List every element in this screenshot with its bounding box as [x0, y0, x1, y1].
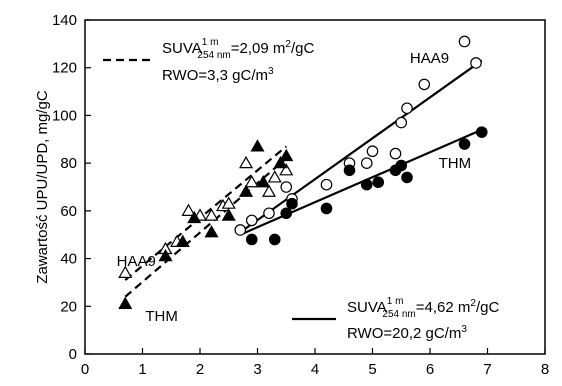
y-tick-label: 100 [52, 107, 77, 124]
x-tick-label: 3 [253, 361, 261, 378]
trend-line [124, 145, 287, 281]
data-point [418, 78, 431, 91]
y-axis-ticks: 0 20 40 60 80 100 120 140 [52, 12, 91, 363]
data-point [320, 178, 333, 191]
data-point [245, 233, 258, 246]
x-tick-label: 1 [138, 361, 146, 378]
x-axis-ticks: 0 1 2 3 4 5 6 7 8 [81, 348, 549, 378]
series-labels: HAA9 THM HAA9 THM [117, 50, 472, 325]
data-point [343, 164, 356, 177]
y-tick-label: 140 [52, 12, 77, 29]
lbl-thm-right: THM [439, 155, 472, 172]
data-point [279, 163, 294, 176]
data-point [360, 157, 373, 169]
data-point [187, 210, 202, 224]
lbl-thm-left: THM [145, 308, 178, 325]
data-point [256, 175, 271, 188]
data-point [475, 126, 488, 138]
data-point [261, 184, 277, 197]
data-point [221, 208, 236, 221]
x-tick-label: 4 [311, 361, 319, 378]
data-point [389, 147, 402, 160]
lbl-haa9-left: HAA9 [117, 253, 156, 270]
legend-dashed: SUVA1 m 254 nm=2,09 m2/gC RWO=3,3 gC/m3 [103, 37, 314, 84]
data-point [401, 102, 413, 115]
trend-lines [124, 59, 483, 298]
legend-dashed-rwo: RWO=3,3 gC/m3 [162, 66, 274, 84]
data-point [204, 225, 219, 238]
data-point [245, 214, 258, 227]
data-point [372, 176, 385, 189]
x-tick-label: 2 [196, 361, 204, 378]
legend-solid-suva: SUVA1 m 254 nm=4,62 m2/gC [347, 296, 499, 320]
trend-line [239, 59, 483, 234]
data-point [366, 145, 379, 158]
data-point [238, 184, 254, 197]
data-point [234, 224, 247, 236]
lbl-haa9-right: HAA9 [410, 50, 449, 67]
data-point [401, 171, 413, 184]
y-tick-label: 40 [60, 251, 77, 268]
data-point [250, 139, 265, 152]
data-point [244, 175, 259, 188]
data-point [268, 233, 281, 246]
legend-solid: SUVA1 m 254 nm=4,62 m2/gC RWO=20,2 gC/m3 [292, 296, 499, 342]
y-axis-label: Zawartość UPU/UPD, mg/gC [34, 90, 51, 284]
legend-solid-rwo: RWO=20,2 gC/m3 [347, 324, 467, 342]
data-point [273, 155, 288, 169]
data-point [118, 265, 133, 278]
y-tick-label: 120 [52, 60, 77, 77]
y-tick-label: 80 [60, 155, 77, 172]
data-point [221, 196, 236, 209]
x-tick-label: 0 [81, 361, 89, 378]
data-point [118, 296, 133, 309]
data-point [395, 159, 408, 172]
x-tick-label: 6 [426, 361, 434, 378]
data-point [279, 148, 294, 162]
y-tick-label: 0 [69, 346, 77, 363]
data-point [458, 35, 471, 48]
data-point [470, 57, 482, 69]
x-tick-label: 7 [483, 361, 491, 378]
x-tick-label: 8 [541, 361, 549, 378]
legend-dashed-suva: SUVA1 m 254 nm=2,09 m2/gC [162, 37, 314, 61]
y-tick-label: 20 [60, 298, 77, 315]
data-point [280, 207, 293, 220]
data-point [238, 155, 254, 169]
data-point [158, 248, 173, 262]
data-point [320, 202, 333, 215]
data-point [263, 207, 275, 220]
data-point [181, 203, 196, 216]
data-point [286, 197, 298, 210]
data-point [360, 178, 373, 191]
data-point [267, 170, 282, 183]
data-points [118, 35, 488, 309]
data-point [395, 116, 408, 129]
x-tick-label: 5 [368, 361, 376, 378]
y-tick-label: 60 [60, 203, 77, 220]
data-point [175, 234, 190, 247]
trend-line [124, 157, 287, 298]
data-point [204, 208, 219, 221]
trend-line [239, 128, 483, 236]
data-point [458, 138, 471, 150]
data-point [280, 181, 293, 193]
